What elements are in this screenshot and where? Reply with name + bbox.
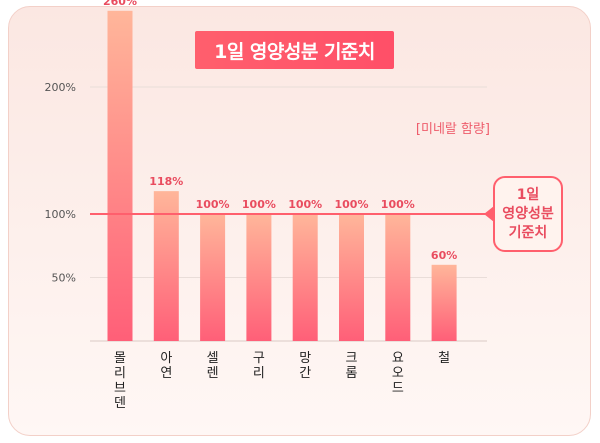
bar-2: [200, 214, 226, 341]
reference-badge-line-2: 영양성분: [502, 205, 554, 222]
category-label: 망간: [299, 351, 312, 381]
category-label: 구리: [252, 351, 265, 381]
category-label: 철: [438, 351, 451, 366]
bar-5: [339, 214, 364, 341]
reference-arrow: [484, 206, 494, 222]
category-label: 아연: [160, 351, 173, 381]
category-label: 크롬: [345, 351, 358, 381]
data-label: 100%: [381, 198, 415, 211]
data-label: 100%: [288, 198, 322, 211]
data-label: 118%: [149, 175, 183, 188]
chart-title-text: 1일 영양성분 기준치: [214, 40, 375, 63]
bar-4: [292, 214, 318, 341]
chart-subtitle: [미네랄 함량]: [415, 122, 490, 137]
data-label: 100%: [242, 198, 276, 211]
bar-6: [385, 214, 411, 341]
y-tick-label: 50%: [52, 272, 76, 285]
data-label: 100%: [335, 198, 369, 211]
category-label: 셀렌: [206, 351, 219, 381]
bar-0: [107, 10, 133, 342]
reference-badge-line-3: 기준치: [508, 224, 548, 241]
y-tick-label: 100%: [45, 208, 76, 221]
bar-1: [153, 191, 179, 341]
y-tick-label: 200%: [45, 81, 76, 94]
data-label: 260%: [103, 0, 137, 8]
data-label: 100%: [196, 198, 230, 211]
category-label: 몰리브덴: [114, 351, 126, 411]
category-label: 요오드: [391, 351, 404, 396]
chart-title: 1일 영양성분 기준치: [195, 31, 394, 69]
data-label: 60%: [431, 249, 457, 262]
reference-badge: 1일 영양성분 기준치: [493, 176, 563, 252]
bar-3: [246, 214, 272, 341]
bar-7: [431, 264, 457, 341]
reference-badge-line-1: 1일: [516, 186, 540, 203]
